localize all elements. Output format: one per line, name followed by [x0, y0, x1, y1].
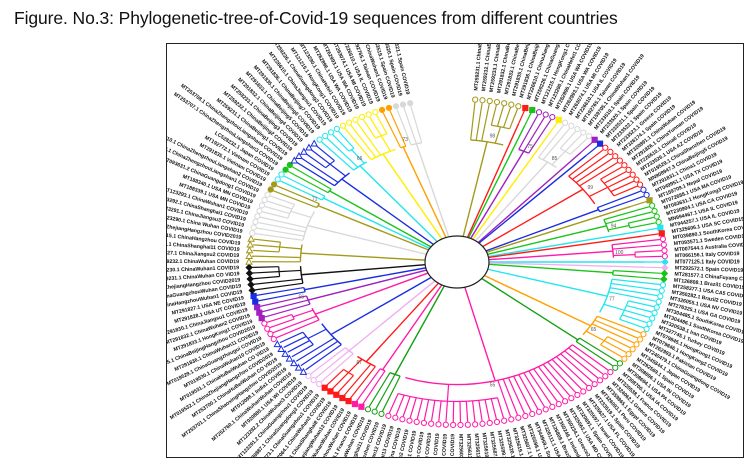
svg-text:71: 71 — [312, 196, 318, 202]
svg-text:MT259230.1 ChinaWuhan1 COVID19: MT259230.1 ChinaWuhan1 COVID19 — [167, 265, 239, 274]
svg-text:MT259232.1 ChinaWuhan COVID19: MT259232.1 ChinaWuhan COVID19 — [167, 259, 239, 265]
svg-text:MT007544.1 Australia COVID19: MT007544.1 Australia COVID19 — [674, 242, 744, 253]
svg-text:66: 66 — [357, 156, 363, 162]
svg-text:94: 94 — [611, 224, 617, 230]
svg-text:55: 55 — [490, 382, 496, 388]
phylogenetic-tree: MT259231.1 ChinaBeijing1 COVID19MT259232… — [167, 44, 744, 458]
figure-caption: Figure. No.3: Phylogenetic-tree-of-Covid… — [14, 8, 618, 28]
svg-text:MT325605.1 USA NH COVID19: MT325605.1 USA NH COVID19 — [439, 434, 449, 458]
svg-text:MT325603.1 Japan COVID19: MT325603.1 Japan COVID19 — [457, 434, 464, 458]
svg-text:MT077125.1 Italy COVID19: MT077125.1 Italy COVID19 — [675, 259, 740, 265]
svg-text:MT325604.1 USA WI COVID19: MT325604.1 USA WI COVID19 — [449, 434, 456, 458]
bootstrap-values: 98 75 85 99 94 100 77 65 55 67 56 71 66 73 — [298, 134, 623, 389]
svg-text:98: 98 — [490, 134, 496, 140]
svg-text:77: 77 — [609, 297, 615, 303]
svg-text:73: 73 — [402, 137, 408, 143]
svg-text:75: 75 — [527, 144, 533, 150]
leaf-markers — [245, 96, 669, 429]
root-circle — [424, 235, 490, 289]
svg-text:MT066156.1 Italy COVID19: MT066156.1 Italy COVID19 — [675, 251, 740, 259]
svg-text:100: 100 — [615, 250, 624, 256]
svg-text:67: 67 — [356, 360, 362, 366]
svg-text:MT325613.1 USA NJ COVID19: MT325613.1 USA NJ COVID19 — [465, 434, 475, 458]
tree-frame: MT259231.1 ChinaBeijing1 COVID19 MT259232… — [166, 43, 744, 458]
svg-text:MT292572.1 Spain COVID19: MT292572.1 Spain COVID19 — [675, 265, 744, 273]
svg-text:MT259227.1 ChinaJiangsu2 COVID: MT259227.1 ChinaJiangsu2 COVID19 — [167, 250, 239, 259]
svg-text:56: 56 — [298, 294, 304, 300]
svg-text:99: 99 — [588, 185, 594, 191]
svg-text:85: 85 — [552, 156, 558, 162]
tree-branches — [251, 102, 662, 422]
svg-text:65: 65 — [591, 327, 597, 333]
